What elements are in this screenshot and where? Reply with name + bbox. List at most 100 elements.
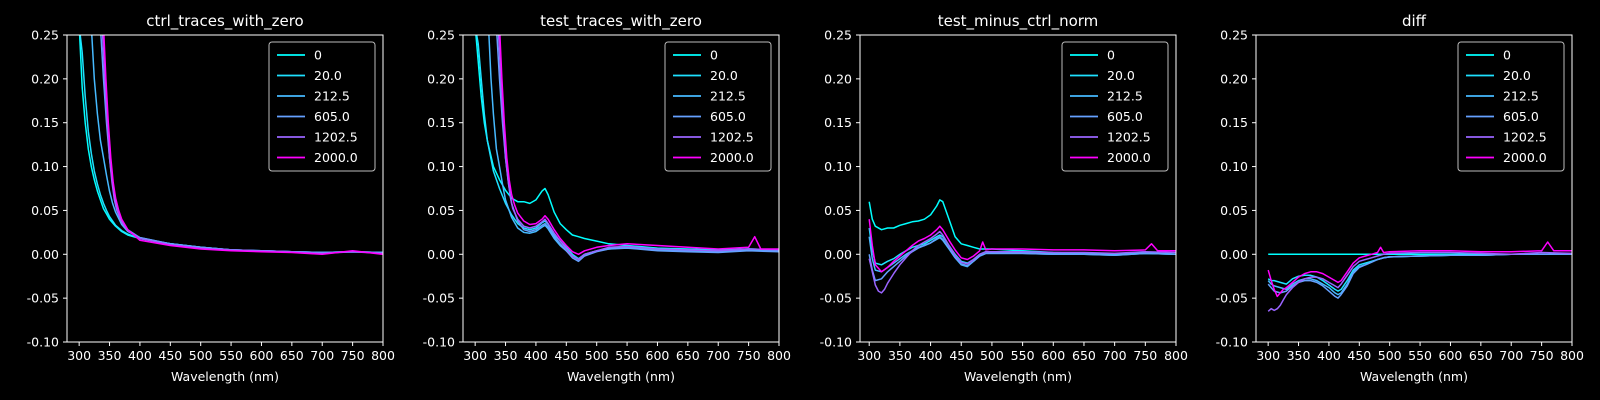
y-tick-label: -0.05 — [1216, 291, 1248, 306]
legend-frame — [1061, 41, 1169, 172]
y-tick-label: 0.05 — [427, 203, 455, 218]
y-tick-label: 0.05 — [824, 203, 852, 218]
x-tick-label: 650 — [1469, 348, 1493, 363]
x-tick-label: 800 — [767, 348, 791, 363]
x-tick-label: 350 — [1287, 348, 1311, 363]
y-tick-label: 0.00 — [427, 247, 455, 262]
x-tick-label: 550 — [219, 348, 243, 363]
series-group — [78, 35, 383, 256]
chart-title: ctrl_traces_with_zero — [146, 12, 303, 31]
series-line-4 — [1267, 251, 1572, 312]
y-tick-label: 0.20 — [824, 71, 852, 86]
legend-frame — [268, 41, 376, 172]
x-tick-label: 500 — [1378, 348, 1402, 363]
y-tick-label: -0.05 — [27, 291, 59, 306]
x-tick-label: 500 — [189, 348, 213, 363]
legend-label: 212.5 — [1107, 89, 1143, 104]
x-tick-label: 450 — [1347, 348, 1371, 363]
x-tick-label: 700 — [310, 348, 334, 363]
x-tick-label: 750 — [341, 348, 365, 363]
y-tick-label: -0.10 — [27, 335, 59, 350]
legend-label: 2000.0 — [314, 150, 358, 165]
y-tick-label: 0.15 — [824, 115, 852, 130]
y-tick-label: 0.00 — [31, 247, 59, 262]
subplot-1: 300 350 400 450 500 550 600 650 700 750 800 -0.10 -0… — [27, 12, 395, 384]
x-tick-label: 700 — [1499, 348, 1523, 363]
x-tick-label: 300 — [67, 348, 91, 363]
x-axis-label: Wavelength (nm) — [567, 369, 675, 384]
y-tick-label: 0.25 — [1220, 28, 1248, 43]
legend-label: 0 — [1503, 48, 1511, 63]
legend-label: 20.0 — [314, 68, 342, 83]
legend-label: 2000.0 — [1503, 150, 1547, 165]
legend-label: 605.0 — [710, 109, 746, 124]
legend-label: 605.0 — [314, 109, 350, 124]
subplot-2: 300 350 400 450 500 550 600 650 700 750 800 -0.10 -0… — [423, 12, 791, 384]
x-tick-label: 650 — [1072, 348, 1096, 363]
x-tick-label: 350 — [494, 348, 518, 363]
series-line-1 — [1267, 253, 1572, 292]
legend: 0 20.0 212.5 605.0 1202.5 2000.0 — [1457, 41, 1565, 172]
x-tick-label: 550 — [615, 348, 639, 363]
x-tick-label: 450 — [949, 348, 973, 363]
series-group — [1267, 241, 1572, 312]
legend-label: 20.0 — [710, 68, 738, 83]
x-tick-label: 700 — [706, 348, 730, 363]
y-tick-label: 0.20 — [31, 71, 59, 86]
series-group — [475, 35, 779, 263]
subplot-4: 300 350 400 450 500 550 600 650 700 750 800 -0.10 -0… — [1216, 12, 1584, 384]
x-tick-label: 550 — [1011, 348, 1035, 363]
series-line-2 — [1267, 253, 1572, 296]
x-tick-label: 600 — [646, 348, 670, 363]
series-line-4 — [497, 35, 779, 261]
legend-label: 212.5 — [710, 89, 746, 104]
legend-label: 605.0 — [1107, 109, 1143, 124]
x-tick-label: 300 — [857, 348, 881, 363]
x-axis-label: Wavelength (nm) — [964, 369, 1072, 384]
series-line-1 — [868, 227, 1176, 266]
series-line-3 — [1267, 253, 1572, 299]
x-tick-label: 450 — [554, 348, 578, 363]
series-line-2 — [488, 35, 779, 261]
legend-label: 212.5 — [314, 89, 350, 104]
legend-label: 0 — [1107, 48, 1115, 63]
x-tick-label: 400 — [128, 348, 152, 363]
y-tick-label: 0.20 — [427, 71, 455, 86]
x-tick-label: 800 — [371, 348, 395, 363]
legend-label: 1202.5 — [314, 130, 358, 145]
x-tick-label: 500 — [980, 348, 1004, 363]
y-tick-label: 0.10 — [31, 159, 59, 174]
x-tick-label: 600 — [1439, 348, 1463, 363]
legend-label: 1202.5 — [1503, 130, 1547, 145]
x-tick-label: 750 — [737, 348, 761, 363]
legend-label: 2000.0 — [710, 150, 754, 165]
y-tick-label: 0.10 — [1220, 159, 1248, 174]
x-tick-label: 750 — [1133, 348, 1157, 363]
x-tick-label: 300 — [463, 348, 487, 363]
series-line-4 — [868, 230, 1176, 294]
x-tick-label: 600 — [1041, 348, 1065, 363]
x-tick-label: 350 — [98, 348, 122, 363]
x-axis-label: Wavelength (nm) — [171, 369, 279, 384]
legend-label: 1202.5 — [1107, 130, 1151, 145]
legend-label: 0 — [314, 48, 322, 63]
legend-frame — [1457, 41, 1565, 172]
x-tick-label: 300 — [1256, 348, 1280, 363]
y-tick-label: 0.20 — [1220, 71, 1248, 86]
x-tick-label: 600 — [250, 348, 274, 363]
legend-label: 1202.5 — [710, 130, 754, 145]
y-tick-label: 0.25 — [824, 28, 852, 43]
x-tick-label: 400 — [1317, 348, 1341, 363]
y-tick-label: -0.10 — [820, 335, 852, 350]
y-tick-label: 0.00 — [824, 247, 852, 262]
x-tick-label: 400 — [919, 348, 943, 363]
chart-title: test_minus_ctrl_norm — [938, 12, 1099, 31]
legend-label: 605.0 — [1503, 109, 1539, 124]
legend-label: 20.0 — [1107, 68, 1135, 83]
legend: 0 20.0 212.5 605.0 1202.5 2000.0 — [664, 41, 772, 172]
x-tick-label: 750 — [1530, 348, 1554, 363]
y-tick-label: 0.15 — [1220, 115, 1248, 130]
y-tick-label: 0.25 — [427, 28, 455, 43]
x-tick-label: 800 — [1164, 348, 1188, 363]
y-tick-label: 0.05 — [1220, 203, 1248, 218]
